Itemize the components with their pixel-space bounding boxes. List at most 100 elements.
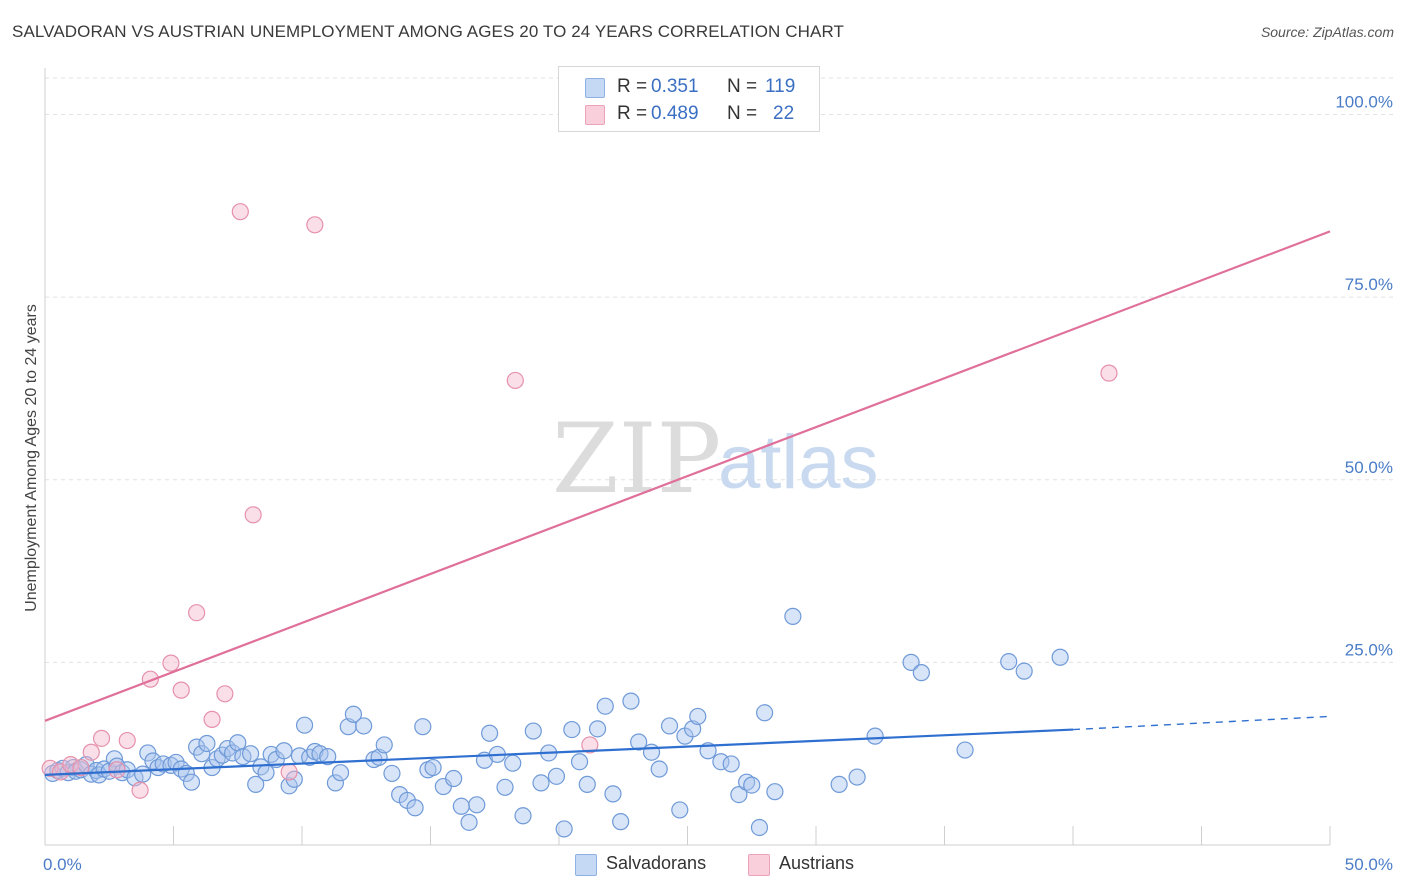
salvadoran-point: [743, 776, 761, 794]
legend-swatch-austrians: [748, 854, 770, 876]
legend-r-label: R =: [617, 103, 648, 124]
austrian-point: [118, 731, 136, 750]
y-tick-label: 50.0%: [1345, 458, 1393, 477]
salvadoran-point: [596, 697, 614, 715]
salvadoran-point: [424, 758, 442, 777]
salvadoran-point: [182, 773, 201, 791]
salvadoran-point: [730, 785, 748, 804]
legend-n-label: N =: [727, 103, 758, 124]
legend-n-value: 22: [773, 103, 795, 124]
chart-title: SALVADORAN VS AUSTRIAN UNEMPLOYMENT AMON…: [12, 22, 844, 41]
salvadoran-point: [712, 753, 730, 771]
salvadoran-point: [689, 707, 707, 726]
salvadoran-point: [496, 778, 514, 796]
salvadoran-point: [555, 820, 573, 838]
watermark-zip: ZIP: [552, 403, 721, 515]
y-tick-label: 100.0%: [1335, 93, 1393, 112]
austrian-point: [172, 681, 190, 699]
correlation-legend: R = 0.351 N = 119 R = 0.489 N = 22: [558, 66, 820, 132]
salvadoran-point: [630, 733, 648, 751]
salvadoran-trend-line: [44, 728, 1074, 776]
legend-label-austrians: Austrians: [779, 853, 855, 873]
salvadoran-point: [452, 797, 470, 815]
salvadoran-point: [642, 743, 661, 761]
legend-r-value: 0.351: [651, 76, 699, 97]
salvadoran-point: [563, 720, 581, 739]
salvadoran-point: [1051, 648, 1069, 666]
y-axis-label: Unemployment Among Ages 20 to 24 years: [23, 304, 40, 612]
trend-layer: [44, 230, 1331, 776]
salvadoran-trend-line-extension: [1072, 715, 1331, 731]
salvadoran-point: [319, 748, 337, 766]
salvadoran-point: [570, 753, 589, 771]
legend-swatch-salvadorans: [585, 78, 605, 98]
salvadoran-point: [1000, 653, 1018, 671]
salvadoran-point: [445, 769, 463, 788]
salvadoran-point: [193, 745, 211, 763]
legend-swatch-austrians: [585, 105, 605, 125]
salvadoran-point: [134, 765, 152, 783]
austrian-point: [306, 216, 324, 234]
legend-r-label: R =: [617, 76, 648, 97]
legend-n-value: 119: [765, 76, 796, 97]
salvadoran-point: [766, 783, 784, 801]
austrian-point: [82, 743, 100, 761]
y-tick-label: 75.0%: [1345, 275, 1393, 294]
salvadoran-point: [275, 742, 293, 760]
salvadoran-point: [481, 724, 499, 742]
salvadoran-point: [383, 764, 401, 783]
salvadoran-point: [295, 716, 314, 734]
salvadoran-point: [257, 764, 275, 782]
austrian-point: [162, 654, 180, 672]
austrian-point: [244, 506, 262, 524]
x-tick-label: 0.0%: [43, 855, 82, 874]
salvadoran-point: [504, 754, 522, 772]
salvadoran-point: [514, 807, 532, 825]
salvadoran-point: [406, 799, 424, 817]
y-tick-label: 25.0%: [1345, 640, 1393, 659]
salvadoran-point: [650, 760, 668, 778]
salvadoran-point: [902, 653, 920, 671]
austrian-point: [231, 203, 249, 221]
salvadoran-point: [848, 768, 866, 786]
austrian-point: [131, 781, 149, 799]
austrian-trend-line: [44, 230, 1331, 722]
austrian-point: [72, 758, 90, 777]
legend-swatch-salvadorans: [575, 854, 597, 876]
salvadoran-point: [262, 745, 280, 764]
salvadoran-point: [755, 704, 774, 722]
salvadoran-point: [344, 705, 362, 723]
salvadoran-point: [612, 813, 630, 831]
salvadoran-point: [414, 718, 432, 736]
points-layer: [41, 203, 1118, 838]
austrian-point: [41, 759, 59, 777]
salvadoran-point: [532, 774, 550, 792]
austrian-point: [203, 710, 221, 728]
watermark: ZIP atlas: [552, 403, 879, 515]
salvadoran-point: [468, 796, 486, 814]
legend-r-value: 0.489: [651, 103, 699, 124]
salvadoran-point: [578, 775, 596, 793]
salvadoran-point: [198, 734, 216, 753]
salvadoran-point: [866, 727, 884, 745]
salvadoran-point: [460, 813, 478, 831]
source-label: Source: ZipAtlas.com: [1260, 24, 1394, 40]
salvadoran-point: [375, 736, 393, 754]
austrian-point: [92, 729, 111, 747]
salvadoran-point: [547, 767, 566, 785]
ticks-layer: 25.0% 50.0% 75.0% 100.0% 0.0% 50.0%: [43, 93, 1393, 874]
austrian-point: [108, 761, 126, 779]
legend-row-austrians: R = 0.489 N = 22: [559, 100, 819, 130]
salvadoran-point: [660, 717, 679, 735]
salvadoran-point: [830, 775, 848, 793]
salvadoran-point: [912, 664, 930, 682]
salvadoran-point: [355, 717, 373, 735]
salvadoran-point: [784, 607, 802, 625]
salvadoran-point: [224, 744, 242, 762]
salvadoran-point: [247, 775, 265, 793]
salvadoran-point: [242, 745, 260, 763]
salvadoran-point: [956, 741, 974, 759]
austrian-point: [1100, 364, 1118, 382]
salvadoran-point: [588, 720, 607, 738]
